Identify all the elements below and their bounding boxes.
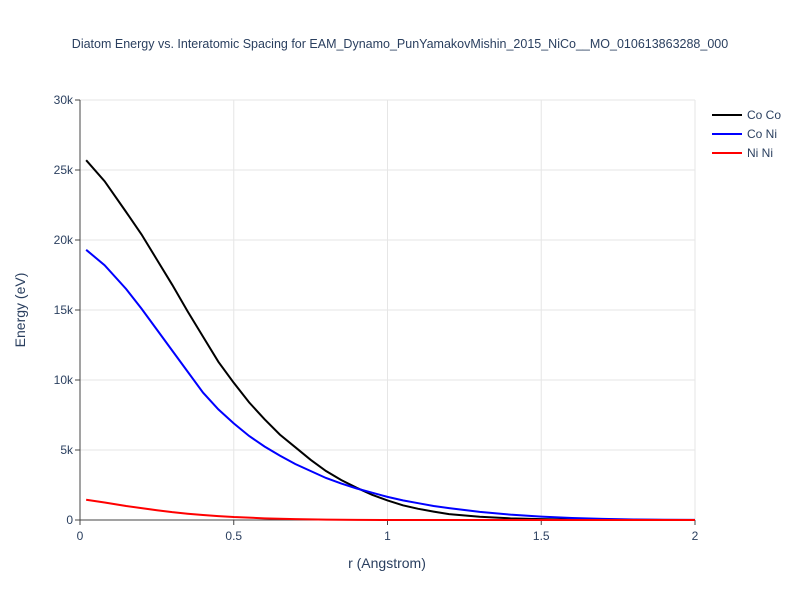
- legend[interactable]: Co Co Co Ni Ni Ni: [712, 108, 781, 160]
- y-tick-label: 10k: [54, 373, 74, 387]
- y-axis-label: Energy (eV): [12, 273, 28, 348]
- legend-item-co-ni[interactable]: Co Ni: [712, 127, 777, 141]
- y-tick-label: 5k: [60, 443, 74, 457]
- y-tick-label: 20k: [54, 233, 74, 247]
- axes-layer: 0 5k 10k 15k 20k 25k 30k 0 0.5 1 1.5 2: [54, 93, 699, 543]
- series-line-co-ni: [85, 249, 696, 521]
- series-line-ni-ni: [85, 498, 695, 521]
- x-axis-label: r (Angstrom): [348, 555, 426, 571]
- x-tick-label: 1: [384, 529, 391, 543]
- x-tick-label: 0: [77, 529, 84, 543]
- series-layer: [85, 159, 696, 521]
- x-tick-label: 0.5: [225, 529, 242, 543]
- chart-title: Diatom Energy vs. Interatomic Spacing fo…: [71, 37, 729, 51]
- grid-layer: [80, 99, 696, 520]
- legend-item-co-co[interactable]: Co Co: [712, 108, 781, 122]
- legend-label: Co Co: [747, 108, 781, 122]
- legend-item-ni-ni[interactable]: Ni Ni: [712, 146, 773, 160]
- y-tick-label: 0: [66, 513, 73, 527]
- legend-label: Ni Ni: [747, 146, 773, 160]
- series-line-co-co: [85, 159, 696, 521]
- legend-label: Co Ni: [747, 127, 777, 141]
- x-tick-label: 2: [692, 529, 699, 543]
- y-tick-label: 25k: [54, 163, 74, 177]
- y-tick-label: 30k: [54, 93, 74, 107]
- y-tick-label: 15k: [54, 303, 74, 317]
- x-tick-label: 1.5: [533, 529, 550, 543]
